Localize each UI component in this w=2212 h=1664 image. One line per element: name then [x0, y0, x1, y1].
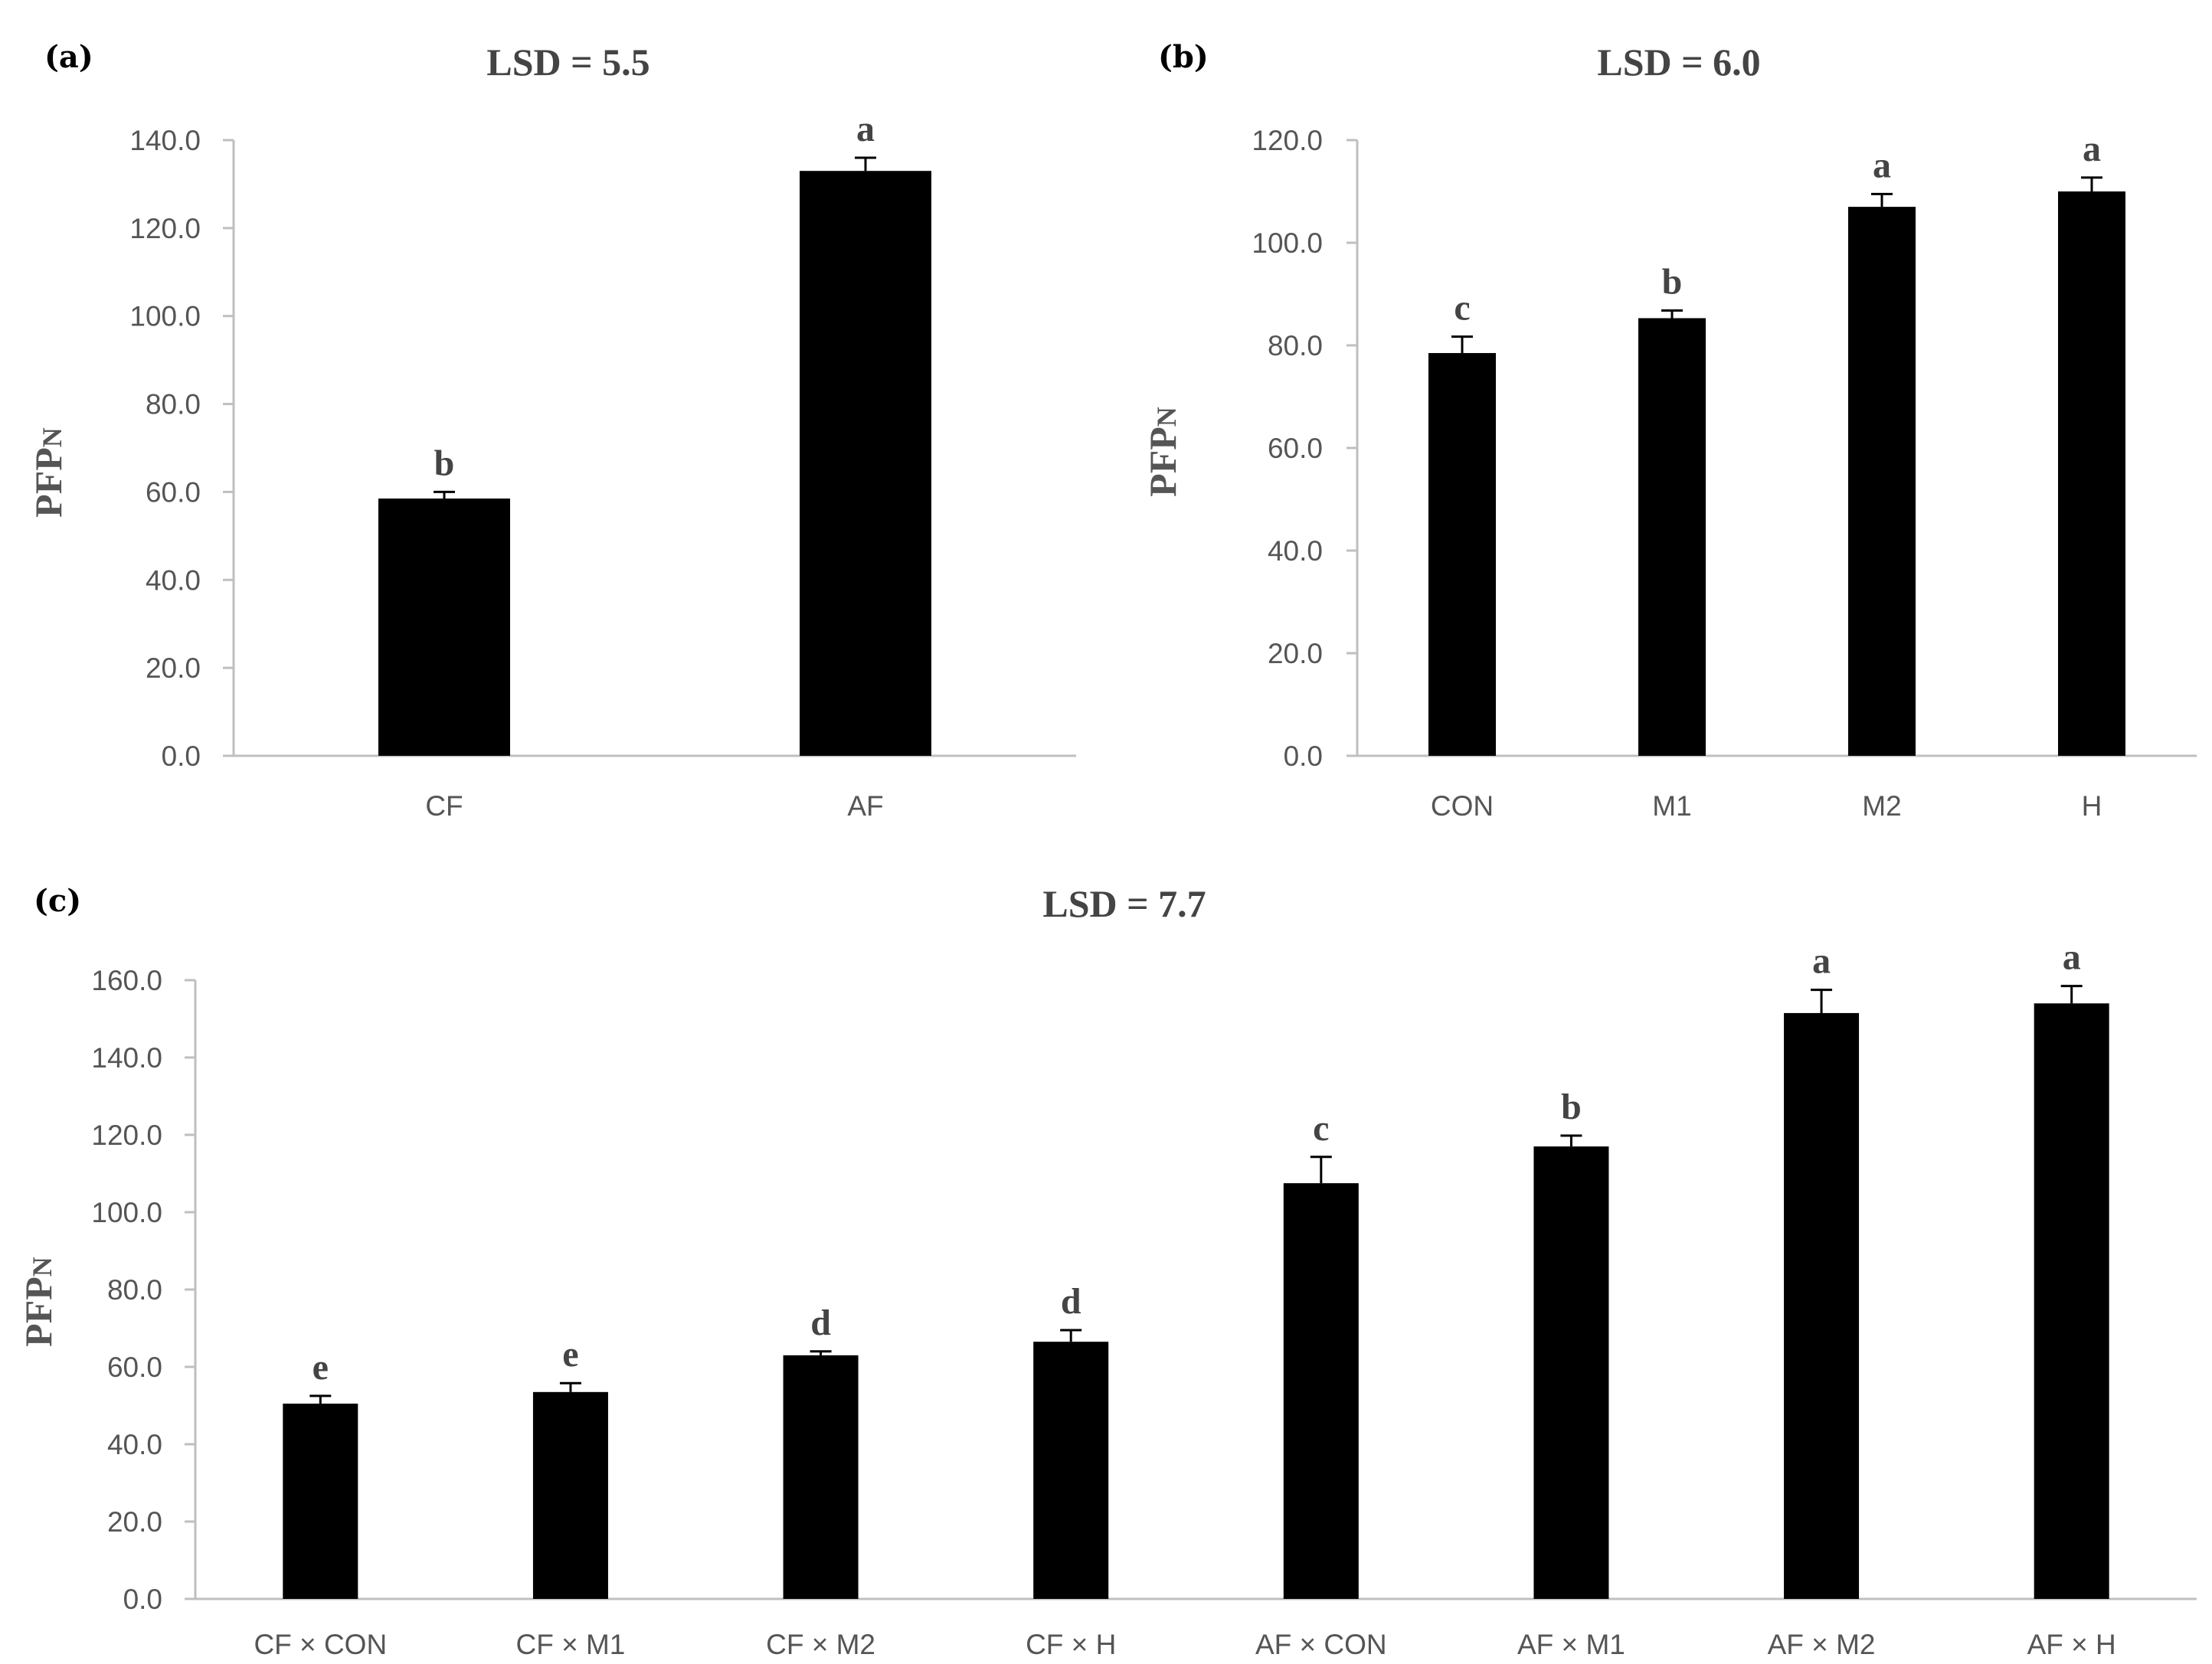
y-tick-label: 160.0	[91, 965, 162, 996]
y-tick-label: 120.0	[129, 213, 201, 244]
significance-letter: b	[434, 443, 455, 483]
x-category-label: M1	[1652, 790, 1691, 822]
bar	[1283, 1183, 1359, 1599]
x-category-label: AF	[847, 790, 883, 822]
significance-letter: e	[562, 1334, 578, 1375]
y-tick-label: 80.0	[1268, 330, 1323, 361]
significance-letter: a	[1812, 941, 1831, 982]
y-tick-label: 100.0	[1252, 227, 1323, 259]
significance-letter: a	[1873, 145, 1891, 185]
bar	[800, 171, 931, 756]
panel-label: (a)	[44, 39, 93, 75]
y-tick-label: 40.0	[1268, 535, 1323, 567]
y-tick-label: 120.0	[1252, 125, 1323, 156]
error-bar	[434, 490, 455, 499]
error-bar	[1871, 192, 1893, 208]
x-category-label: CF × CON	[254, 1629, 387, 1660]
bar	[283, 1403, 358, 1599]
x-category-label: CF × H	[1026, 1629, 1116, 1660]
error-bar	[810, 1350, 832, 1355]
significance-letter: d	[1061, 1281, 1081, 1322]
y-tick-label: 120.0	[91, 1120, 162, 1151]
bar	[532, 1391, 608, 1599]
significance-letter: e	[312, 1347, 329, 1388]
panel-c-chart: (c) LSD = 7.7 PFPN 0.0 20.0 40.0 60.0 80.0 100.0…	[17, 882, 2197, 1660]
error-bar	[309, 1394, 332, 1404]
y-tick-label: 140.0	[129, 125, 201, 156]
x-category-label: AF × M2	[1768, 1629, 1876, 1660]
y-tick-label: 100.0	[91, 1197, 162, 1228]
error-bar	[1310, 1156, 1332, 1184]
y-tick-label: 60.0	[107, 1352, 162, 1383]
y-axis-label-subscript: N	[1151, 407, 1182, 427]
y-axis-label: PFPN	[27, 427, 70, 518]
chart-title: LSD = 7.7	[1042, 882, 1206, 925]
x-category-label: CON	[1431, 790, 1494, 822]
y-axis-label: PFPN	[1141, 407, 1184, 497]
significance-letter: a	[856, 109, 875, 149]
y-tick-label: 20.0	[146, 652, 201, 684]
bar	[2034, 1003, 2109, 1599]
significance-letter: c	[1313, 1108, 1329, 1149]
y-tick-label: 80.0	[146, 389, 201, 420]
y-tick-label: 40.0	[107, 1429, 162, 1460]
bar	[1533, 1146, 1609, 1599]
bar	[1784, 1012, 1860, 1599]
y-tick-label: 0.0	[123, 1584, 162, 1615]
error-bar	[1451, 335, 1473, 354]
y-tick-label: 140.0	[91, 1042, 162, 1074]
x-category-label: M2	[1862, 790, 1901, 822]
error-bar	[2081, 176, 2102, 191]
x-category-label: AF × H	[2027, 1629, 2116, 1660]
bar	[1848, 207, 1916, 757]
error-bar	[1560, 1134, 1582, 1147]
y-tick-label: 60.0	[1268, 433, 1323, 464]
y-tick-label: 0.0	[1284, 740, 1323, 772]
significance-letter: d	[810, 1303, 831, 1343]
panel-a-chart: (a) LSD = 5.5 PFPN 0.0 20.0 40.0 60.0 80.0 100.0…	[27, 39, 1076, 822]
bar	[378, 499, 510, 756]
x-category-label: CF	[425, 790, 463, 822]
x-category-label: H	[2082, 790, 2102, 822]
error-bar	[1060, 1329, 1082, 1342]
panel-b-chart: (b) LSD = 6.0 PFPN 0.0 20.0 40.0 60.0 80.0 100.0…	[1141, 39, 2197, 822]
error-bar	[1661, 309, 1683, 319]
bar	[783, 1355, 859, 1599]
panel-label: (b)	[1158, 39, 1209, 75]
y-tick-label: 100.0	[129, 301, 201, 332]
significance-letter: b	[1561, 1087, 1582, 1127]
y-tick-label: 20.0	[107, 1506, 162, 1538]
y-tick-label: 20.0	[1268, 638, 1323, 669]
y-tick-label: 80.0	[107, 1274, 162, 1306]
y-axis-label-subscript: N	[37, 427, 67, 447]
x-category-label: CF × M1	[515, 1629, 625, 1660]
bar	[1638, 318, 1706, 756]
y-axis-label-subscript: N	[27, 1257, 57, 1277]
significance-letter: a	[2083, 129, 2101, 169]
y-tick-label: 0.0	[162, 740, 201, 772]
significance-letter: a	[2063, 937, 2081, 978]
y-tick-label: 60.0	[146, 476, 201, 508]
x-category-label: CF × M2	[766, 1629, 875, 1660]
error-bar	[2060, 985, 2083, 1004]
bar	[1033, 1342, 1109, 1599]
error-bar	[559, 1381, 581, 1392]
significance-letter: b	[1662, 261, 1683, 302]
error-bar	[1811, 989, 1833, 1013]
significance-letter: c	[1454, 288, 1470, 329]
x-category-label: AF × M1	[1517, 1629, 1625, 1660]
y-axis-label: PFPN	[17, 1257, 60, 1347]
bar	[2058, 191, 2125, 756]
chart-title: LSD = 5.5	[486, 41, 650, 83]
panel-label: (c)	[34, 883, 81, 919]
x-category-label: AF × CON	[1255, 1629, 1387, 1660]
bar	[1428, 353, 1496, 756]
chart-title: LSD = 6.0	[1597, 41, 1760, 83]
y-tick-label: 40.0	[146, 564, 201, 596]
error-bar	[855, 156, 876, 172]
